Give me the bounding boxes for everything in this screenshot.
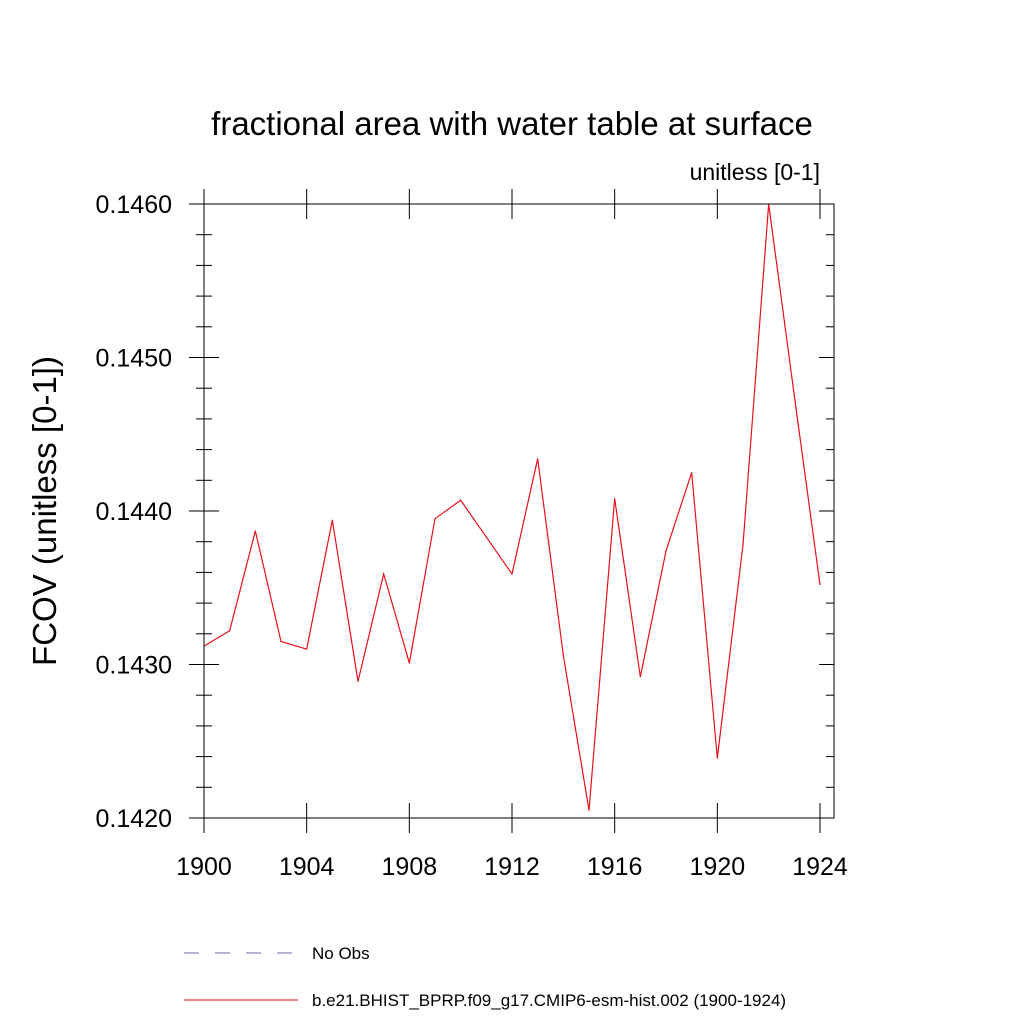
data-point [793, 395, 795, 397]
x-tick-label: 1912 [484, 853, 540, 881]
data-point [408, 662, 410, 664]
legend: No Obs b.e21.BHIST_BPRP.f09_g17.CMIP6-es… [184, 944, 786, 1010]
data-point [331, 519, 333, 521]
x-tick-label: 1904 [279, 853, 335, 881]
data-point [742, 544, 744, 546]
data-point [819, 584, 821, 586]
data-point [537, 458, 539, 460]
data-point [383, 573, 385, 575]
chart-subtitle: unitless [0-1] [690, 159, 820, 185]
y-tick-label: 0.1460 [96, 191, 172, 219]
y-tick-labels: 0.1420 0.1430 0.1440 0.1450 0.1460 [96, 191, 172, 833]
ticks-layer [189, 189, 834, 833]
chart-title: fractional area with water table at surf… [211, 105, 813, 142]
x-tick-label: 1920 [690, 853, 746, 881]
data-point [562, 654, 564, 656]
series-layer [203, 203, 821, 811]
plot-frame [203, 203, 835, 819]
series-line-0 [203, 203, 821, 811]
data-point [588, 809, 590, 811]
data-point [434, 518, 436, 520]
data-point [357, 680, 359, 682]
data-point [229, 630, 231, 632]
y-tick-label: 0.1420 [96, 805, 172, 833]
data-point [639, 676, 641, 678]
x-tick-label: 1908 [382, 853, 438, 881]
legend-label-0: No Obs [312, 944, 370, 963]
data-point [511, 573, 513, 575]
data-point [665, 550, 667, 552]
x-tick-label: 1916 [587, 853, 643, 881]
x-tick-label: 1924 [792, 853, 848, 881]
data-point [460, 499, 462, 501]
y-tick-label: 0.1440 [96, 498, 172, 526]
data-point [306, 648, 308, 650]
data-point [485, 536, 487, 538]
legend-label-1: b.e21.BHIST_BPRP.f09_g17.CMIP6-esm-hist.… [312, 991, 786, 1010]
x-tick-label: 1900 [176, 853, 232, 881]
data-point [254, 530, 256, 532]
y-axis-label: FCOV (unitless [0-1]) [26, 356, 63, 666]
data-point [691, 472, 693, 474]
x-tick-labels: 1900 1904 1908 1912 1916 1920 1924 [176, 853, 848, 881]
data-point [716, 757, 718, 759]
y-tick-label: 0.1450 [96, 345, 172, 373]
data-point [614, 498, 616, 500]
data-point [280, 640, 282, 643]
y-tick-label: 0.1430 [96, 652, 172, 680]
